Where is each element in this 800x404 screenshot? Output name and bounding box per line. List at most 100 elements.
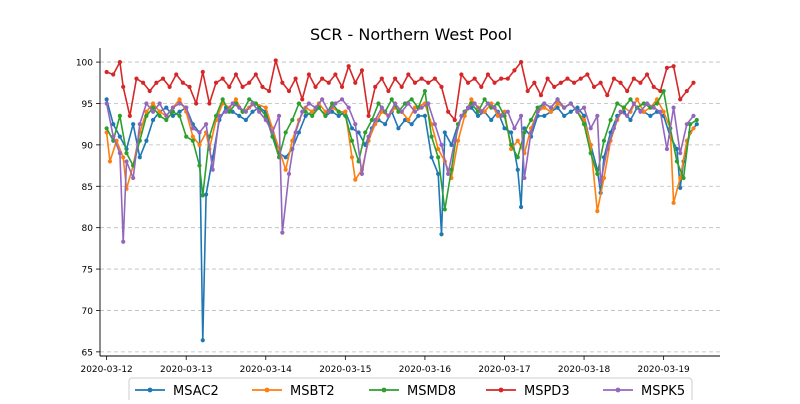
data-point-mspk5	[204, 122, 209, 127]
data-point-mspd3	[412, 80, 418, 85]
data-point-msac2	[509, 130, 514, 135]
data-point-mspk5	[611, 126, 617, 131]
data-point-mspk5	[452, 138, 457, 143]
chart-title: SCR - Northern West Pool	[310, 25, 512, 44]
data-point-msac2	[296, 130, 302, 135]
data-point-msac2	[449, 142, 454, 147]
data-point-mspk5	[359, 171, 365, 176]
data-point-mspk5	[581, 105, 587, 110]
data-point-msac2	[422, 113, 428, 118]
x-tick-label: 2020-03-16	[399, 365, 452, 375]
data-point-mspd3	[233, 72, 239, 77]
data-point-mspk5	[618, 109, 623, 114]
data-point-msac2	[674, 146, 680, 152]
data-point-mspd3	[127, 113, 132, 118]
data-point-msmd8	[213, 113, 219, 118]
data-point-msbt2	[107, 159, 113, 164]
data-point-mspd3	[147, 88, 152, 94]
data-point-msmd8	[144, 113, 149, 118]
data-point-mspd3	[167, 84, 172, 90]
data-point-msbt2	[482, 109, 487, 114]
series-msac2	[104, 97, 699, 343]
data-point-mspd3	[432, 76, 437, 81]
data-point-msmd8	[694, 117, 699, 123]
data-point-mspd3	[545, 76, 550, 81]
data-point-mspk5	[465, 105, 471, 110]
data-point-mspk5	[280, 230, 285, 235]
data-point-mspd3	[213, 80, 219, 85]
y-tick-label: 100	[76, 59, 93, 69]
data-point-mspd3	[320, 76, 325, 81]
x-tick-label: 2020-03-15	[319, 365, 371, 375]
data-point-mspd3	[406, 72, 411, 77]
data-point-msbt2	[121, 155, 126, 160]
data-point-mspk5	[644, 101, 650, 106]
data-point-msmd8	[621, 105, 626, 110]
data-point-mspk5	[575, 109, 580, 114]
legend-label: MSMD8	[407, 384, 456, 399]
data-point-msbt2	[678, 175, 683, 181]
data-point-mspk5	[671, 105, 676, 110]
data-point-msac2	[409, 122, 414, 127]
data-point-mspk5	[306, 101, 311, 106]
data-point-mspk5	[472, 101, 477, 106]
data-point-msmd8	[316, 105, 321, 110]
data-point-mspd3	[538, 93, 544, 98]
axes: 65 70 75 80 85 90 95 100 2020-03-12 2020-03-13 202…	[76, 48, 720, 375]
data-point-msbt2	[263, 105, 268, 110]
data-point-mspk5	[286, 171, 292, 176]
data-point-mspd3	[353, 80, 358, 85]
data-point-mspk5	[595, 113, 600, 118]
data-point-msmd8	[150, 105, 156, 110]
data-point-msmd8	[475, 109, 481, 114]
data-point-msac2	[555, 105, 560, 110]
data-point-msac2	[144, 138, 149, 143]
series-msmd8	[104, 88, 699, 212]
data-point-mspd3	[326, 80, 331, 85]
data-point-msmd8	[376, 101, 381, 106]
data-point-mspd3	[187, 84, 192, 90]
data-point-msac2	[694, 122, 699, 127]
data-point-mspd3	[525, 88, 530, 94]
series-line-msmd8	[105, 90, 698, 211]
data-point-mspd3	[505, 76, 510, 81]
data-point-msbt2	[406, 117, 411, 123]
data-point-mspk5	[223, 109, 229, 114]
data-point-msac2	[200, 338, 205, 343]
data-point-mspk5	[684, 122, 689, 127]
data-point-mspd3	[591, 84, 597, 90]
data-point-mspk5	[257, 109, 262, 114]
data-point-mspk5	[588, 126, 593, 131]
data-point-mspk5	[479, 109, 484, 114]
data-point-msac2	[336, 113, 341, 118]
data-point-mspk5	[426, 101, 431, 106]
data-point-msac2	[436, 171, 441, 176]
data-point-msmd8	[283, 130, 288, 135]
data-point-mspk5	[522, 175, 527, 181]
data-point-msac2	[515, 167, 520, 172]
y-tick-label: 95	[82, 100, 93, 110]
data-point-msbt2	[548, 109, 554, 114]
data-point-msmd8	[220, 97, 225, 102]
data-point-mspk5	[124, 159, 129, 164]
data-point-msac2	[150, 117, 156, 123]
data-point-mspk5	[150, 109, 156, 114]
data-point-msmd8	[323, 113, 328, 118]
data-point-msbt2	[601, 175, 607, 181]
data-point-mspd3	[160, 76, 166, 81]
data-point-mspd3	[459, 72, 464, 77]
data-point-mspk5	[250, 101, 255, 106]
data-point-msmd8	[190, 138, 195, 143]
legend-item-msbt2: MSBT2	[252, 384, 335, 399]
data-point-mspk5	[333, 101, 338, 106]
data-point-mspk5	[263, 117, 268, 123]
data-point-mspk5	[293, 130, 298, 135]
data-point-msac2	[442, 130, 447, 135]
data-point-msmd8	[509, 142, 514, 147]
data-point-mspd3	[386, 88, 391, 94]
data-point-mspd3	[366, 113, 371, 118]
legend-label: MSAC2	[173, 384, 219, 399]
legend-item-mspk5: MSPK5	[603, 384, 685, 399]
data-point-msbt2	[635, 97, 640, 102]
data-point-msmd8	[177, 113, 182, 118]
